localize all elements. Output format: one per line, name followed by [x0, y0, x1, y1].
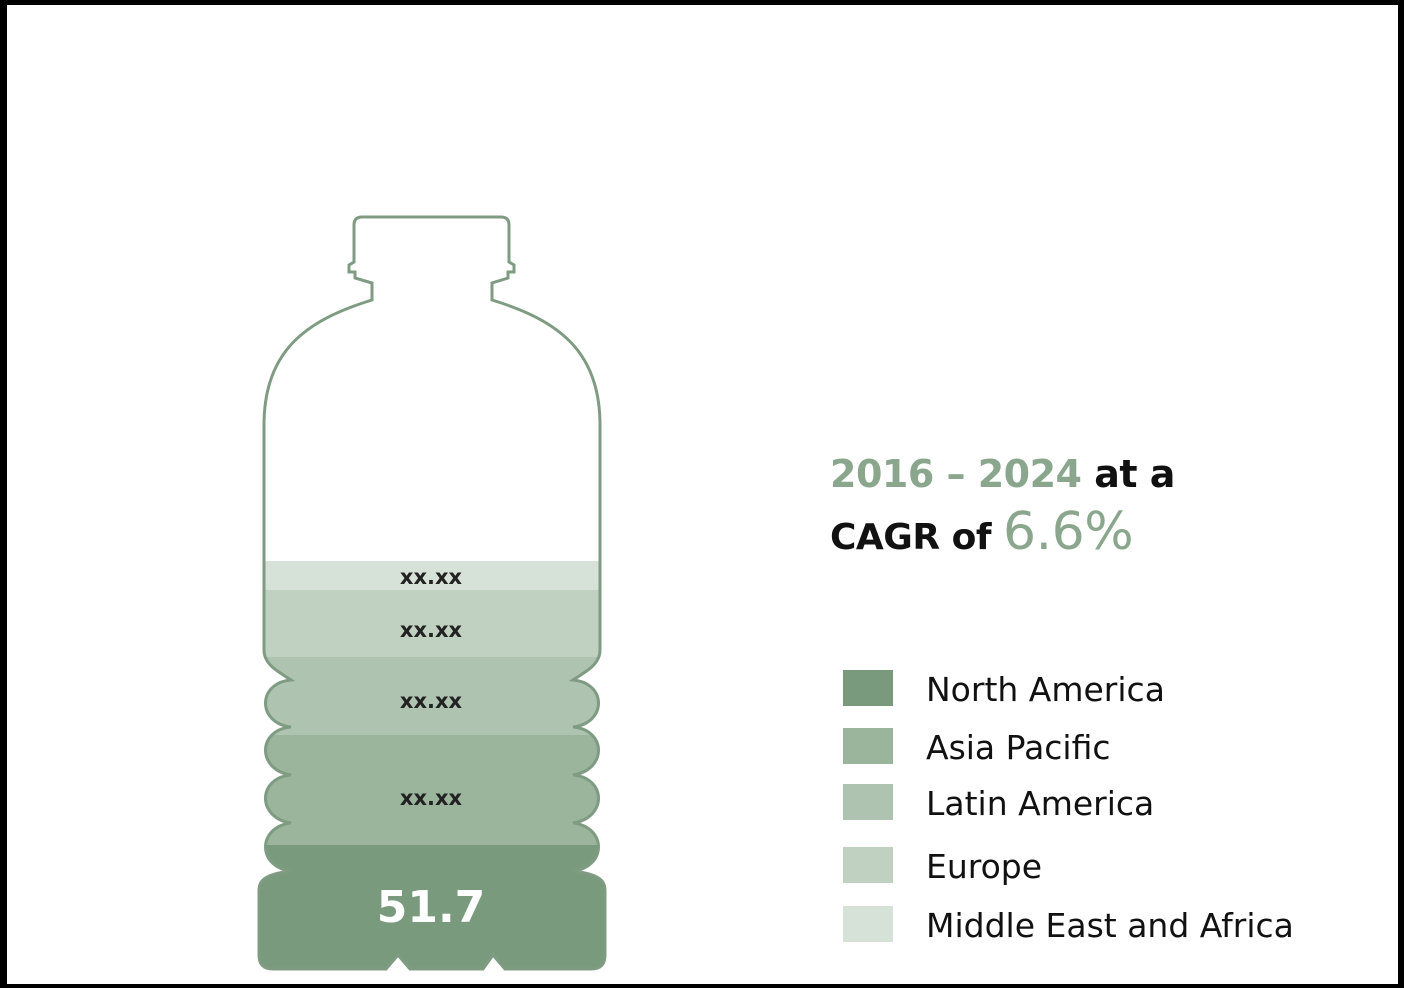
stack-segment-europe: [258, 590, 606, 657]
legend-swatch: [843, 784, 893, 820]
stack-segment-middle-east-and-africa: [258, 561, 606, 590]
legend-item-north-america: North America: [841, 670, 1381, 710]
legend-label: Europe: [926, 847, 1043, 886]
legend-label: Asia Pacific: [926, 728, 1111, 767]
stack-value-label-asia-pacific: xx.xx: [400, 786, 463, 810]
legend-item-middle-east-africa: Middle East and Africa: [841, 906, 1381, 946]
legend-label: North America: [926, 670, 1165, 709]
stack-segment-asia-pacific: [258, 735, 606, 845]
cagr-headline: 2016 – 2024 at a CAGR of 6.6%: [830, 445, 1370, 567]
legend-item-europe: Europe: [841, 847, 1381, 887]
stack-segment-north-america: [258, 845, 606, 969]
bottle-outline: [257, 215, 607, 971]
stack-value-label-middle-east-and-africa: xx.xx: [400, 565, 463, 589]
legend-swatch: [843, 906, 893, 942]
period-text: 2016 – 2024: [830, 452, 1082, 496]
legend-item-asia-pacific: Asia Pacific: [841, 728, 1381, 768]
legend-label: Middle East and Africa: [926, 906, 1294, 945]
chart-canvas: 51.7 xx.xx xx.xx xx.xx xx.xx 2016 – 2024 at …: [7, 5, 1398, 984]
bottle-chart: 51.7 xx.xx xx.xx xx.xx xx.xx: [257, 215, 607, 971]
stack-value-label-north-america: 51.7: [377, 882, 486, 933]
legend-swatch: [843, 670, 893, 706]
stack-segment-latin-america: [258, 657, 606, 735]
stack-value-label-latin-america: xx.xx: [400, 689, 463, 713]
legend-swatch: [843, 847, 893, 883]
stack-value-label-europe: xx.xx: [400, 618, 463, 642]
legend-item-latin-america: Latin America: [841, 784, 1381, 824]
cagr-prefix-text: CAGR of: [830, 517, 991, 558]
cagr-value: 6.6%: [1003, 502, 1134, 562]
legend-label: Latin America: [926, 784, 1155, 823]
at-a-text: at a: [1094, 452, 1175, 496]
legend-swatch: [843, 728, 893, 764]
